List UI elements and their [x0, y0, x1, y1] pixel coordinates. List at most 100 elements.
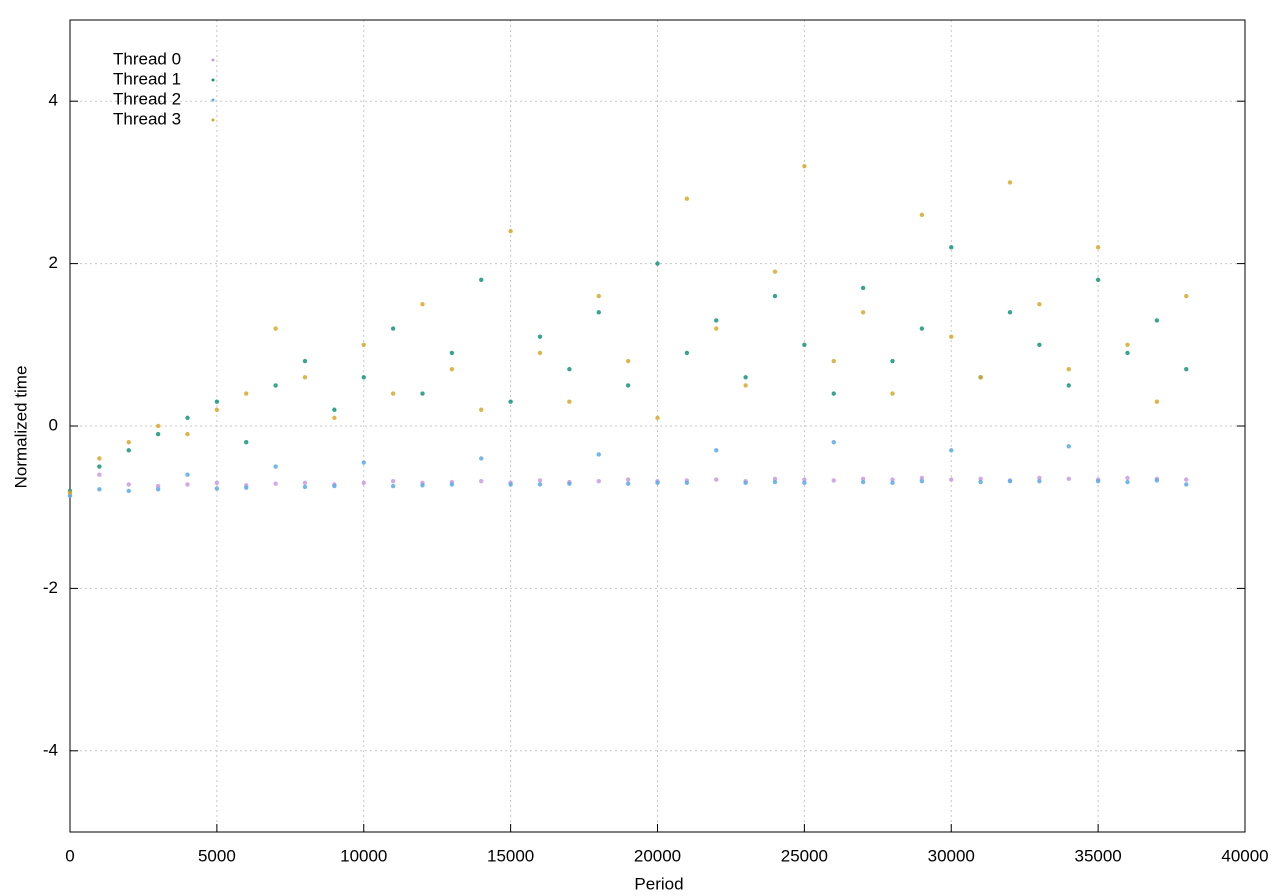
point	[155, 483, 161, 489]
point	[772, 293, 778, 299]
point	[1125, 479, 1130, 485]
point	[655, 480, 660, 486]
point	[420, 302, 425, 307]
legend-label: Thread 3	[113, 109, 181, 128]
point	[860, 476, 866, 481]
legend-label: Thread 1	[113, 69, 181, 88]
point	[361, 480, 366, 486]
point	[214, 407, 220, 412]
point	[155, 423, 161, 429]
point	[772, 269, 778, 274]
point	[537, 334, 543, 339]
point	[743, 383, 748, 388]
point	[596, 479, 601, 484]
point	[1007, 479, 1013, 484]
legend-label: Thread 0	[113, 49, 181, 68]
point	[126, 488, 131, 494]
point	[1125, 475, 1130, 481]
point	[625, 358, 631, 364]
point	[332, 407, 337, 412]
point	[714, 477, 719, 482]
x-tick-label: 40000	[1221, 846, 1268, 865]
point	[508, 228, 513, 234]
point	[1037, 479, 1042, 484]
point	[390, 479, 396, 484]
x-tick-label: 30000	[928, 846, 975, 865]
legend-marker	[211, 98, 215, 102]
point	[625, 477, 631, 482]
point	[1066, 383, 1071, 388]
point	[567, 399, 572, 404]
point	[684, 350, 690, 356]
point	[449, 482, 455, 487]
point	[919, 326, 925, 331]
y-axis-label: Normalized time	[11, 366, 30, 489]
point	[1007, 180, 1013, 185]
point	[1037, 302, 1042, 307]
point	[949, 477, 954, 482]
x-tick-label: 5000	[198, 846, 236, 865]
point	[743, 375, 748, 380]
point	[537, 350, 543, 356]
point	[273, 383, 278, 388]
y-tick-label: 0	[49, 415, 58, 434]
point	[890, 477, 895, 482]
point	[596, 452, 601, 457]
legend-label: Thread 2	[113, 89, 181, 108]
point	[596, 310, 601, 315]
point	[302, 375, 308, 380]
point	[802, 477, 807, 482]
point	[390, 391, 396, 396]
y-tick-label: -4	[43, 740, 58, 759]
point	[97, 472, 102, 477]
point	[361, 375, 366, 380]
x-axis-label: Period	[634, 874, 683, 893]
point	[97, 487, 102, 492]
point	[332, 483, 337, 489]
point	[567, 481, 572, 486]
y-tick-label: 4	[49, 91, 58, 110]
point	[361, 342, 366, 347]
point	[273, 326, 278, 331]
point	[919, 479, 925, 484]
point	[332, 415, 337, 421]
point	[244, 440, 249, 445]
point	[831, 358, 836, 364]
point	[978, 479, 983, 485]
point	[449, 350, 455, 356]
point	[714, 326, 719, 331]
point	[390, 326, 396, 331]
point	[1095, 479, 1101, 484]
point	[67, 490, 73, 495]
point	[214, 399, 220, 404]
point	[978, 476, 983, 481]
point	[1184, 477, 1189, 482]
point	[479, 456, 484, 461]
point	[302, 480, 308, 486]
point	[596, 293, 601, 299]
point	[420, 483, 425, 488]
point	[714, 318, 719, 323]
point	[126, 448, 131, 453]
point	[714, 448, 719, 453]
point	[949, 334, 954, 339]
x-tick-label: 35000	[1074, 846, 1121, 865]
point	[185, 482, 190, 487]
point	[919, 212, 925, 218]
point	[919, 475, 925, 481]
point	[1037, 342, 1042, 347]
point	[126, 440, 131, 445]
point	[1066, 444, 1071, 449]
y-tick-label: -2	[43, 578, 58, 597]
point	[802, 480, 807, 486]
point	[655, 261, 660, 266]
point	[214, 486, 220, 491]
point	[684, 480, 690, 486]
point	[273, 464, 278, 469]
point	[537, 478, 543, 483]
point	[273, 481, 278, 486]
point	[567, 366, 572, 372]
point	[508, 399, 513, 404]
point	[361, 460, 366, 465]
point	[978, 375, 983, 380]
